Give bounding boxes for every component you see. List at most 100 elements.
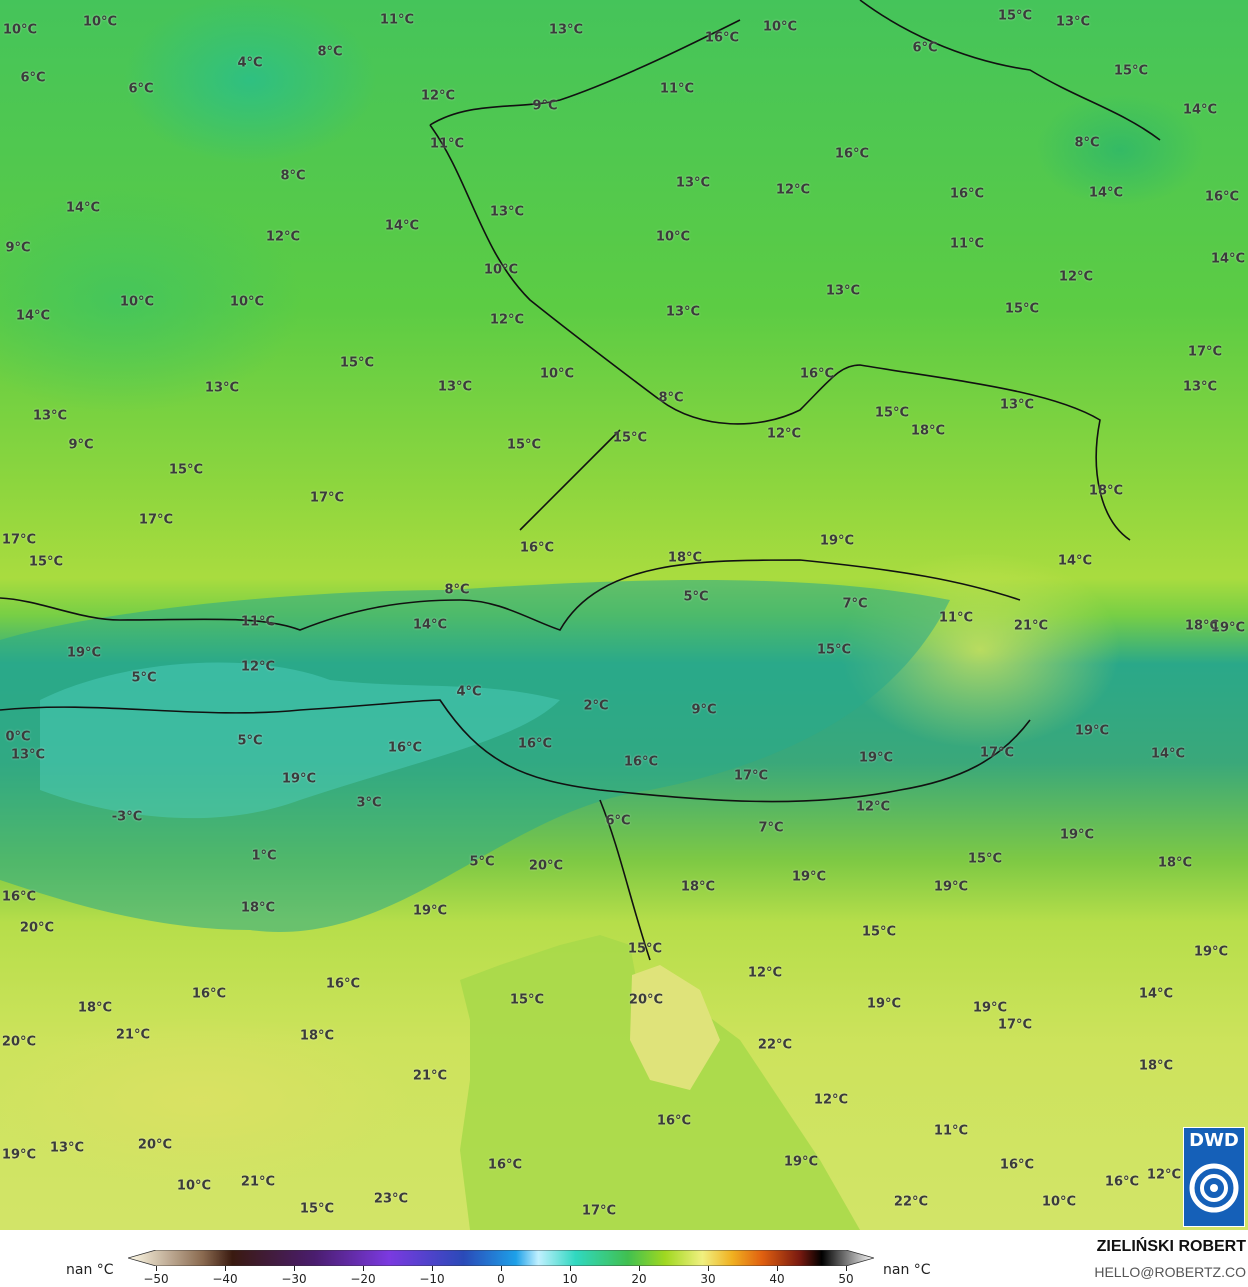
temperature-label: 16°C <box>1204 189 1240 205</box>
colorbar-tick-label: −50 <box>143 1272 169 1286</box>
colorbar-left-label: nan °C <box>66 1262 114 1278</box>
temperature-label: 21°C <box>412 1068 448 1084</box>
temperature-label: 13°C <box>32 408 68 424</box>
colorbar-tick-mark <box>294 1266 295 1271</box>
colorbar-tick-label: −40 <box>212 1272 238 1286</box>
temperature-label: 10°C <box>176 1178 212 1194</box>
temperature-label: 19°C <box>281 771 317 787</box>
temperature-label: 8°C <box>1074 135 1100 151</box>
temperature-label: 16°C <box>387 740 423 756</box>
temperature-label: 18°C <box>680 879 716 895</box>
temperature-label: 19°C <box>1 1147 37 1163</box>
temperature-label: 13°C <box>489 204 525 220</box>
temperature-label: 14°C <box>1088 185 1124 201</box>
temperature-label: 10°C <box>2 22 38 38</box>
colorbar-tick-mark <box>846 1266 847 1271</box>
colorbar-right-label: nan °C <box>883 1262 931 1278</box>
colorbar-tick-label: 30 <box>700 1272 716 1286</box>
temperature-label: 17°C <box>979 745 1015 761</box>
temperature-label: 12°C <box>775 182 811 198</box>
swirl-icon <box>1189 1163 1239 1213</box>
temperature-label: 7°C <box>842 596 868 612</box>
temperature-label: 19°C <box>791 869 827 885</box>
temperature-label: 16°C <box>1104 1174 1140 1190</box>
temperature-label: 6°C <box>912 40 938 56</box>
temperature-label: 19°C <box>1193 944 1229 960</box>
temperature-label: 3°C <box>356 795 382 811</box>
colorbar-tick-label: 40 <box>769 1272 785 1286</box>
temperature-label: 20°C <box>528 858 564 874</box>
temperature-label: 15°C <box>299 1201 335 1217</box>
istria-peninsula <box>630 965 720 1090</box>
temperature-label: 10°C <box>655 229 691 245</box>
temperature-label: 18°C <box>1138 1058 1174 1074</box>
temperature-label: 9°C <box>532 98 558 114</box>
temperature-label: 5°C <box>237 733 263 749</box>
temperature-label: 18°C <box>910 423 946 439</box>
temperature-label: 12°C <box>747 965 783 981</box>
colorbar-tick-label: −20 <box>350 1272 376 1286</box>
temperature-label: 16°C <box>517 736 553 752</box>
colorbar-tick-mark <box>501 1266 502 1271</box>
temperature-label: 10°C <box>762 19 798 35</box>
temperature-label: 23°C <box>373 1191 409 1207</box>
temperature-label: 19°C <box>858 750 894 766</box>
temperature-label: 22°C <box>893 1194 929 1210</box>
colorbar-tick-label: 10 <box>562 1272 578 1286</box>
temperature-label: 15°C <box>874 405 910 421</box>
temperature-label: 19°C <box>972 1000 1008 1016</box>
temperature-label: 15°C <box>612 430 648 446</box>
temperature-label: 6°C <box>128 81 154 97</box>
temperature-label: 22°C <box>757 1037 793 1053</box>
alps-peaks <box>40 662 560 819</box>
temperature-label: 11°C <box>933 1123 969 1139</box>
temperature-label: 19°C <box>412 903 448 919</box>
temperature-label: 21°C <box>115 1027 151 1043</box>
temperature-label: 8°C <box>317 44 343 60</box>
temperature-label: 1°C <box>251 848 277 864</box>
temperature-label: 14°C <box>384 218 420 234</box>
temperature-label: 13°C <box>49 1140 85 1156</box>
temperature-label: 13°C <box>825 283 861 299</box>
colorbar-tick-mark <box>708 1266 709 1271</box>
temperature-label: 15°C <box>28 554 64 570</box>
colorbar-tick-label: −30 <box>281 1272 307 1286</box>
temperature-label: 12°C <box>813 1092 849 1108</box>
temperature-label: 10°C <box>119 294 155 310</box>
temperature-label: 0°C <box>5 729 31 745</box>
temperature-label: 18°C <box>299 1028 335 1044</box>
temperature-label: 15°C <box>627 941 663 957</box>
temperature-label: 15°C <box>997 8 1033 24</box>
temperature-label: 8°C <box>444 582 470 598</box>
temperature-label: 17°C <box>309 490 345 506</box>
temperature-label: 10°C <box>82 14 118 30</box>
temperature-label: 14°C <box>1150 746 1186 762</box>
temperature-label: 19°C <box>933 879 969 895</box>
temperature-label: 14°C <box>1057 553 1093 569</box>
colorbar-tick-mark <box>225 1266 226 1271</box>
colorbar-tick-mark <box>777 1266 778 1271</box>
temperature-label: 14°C <box>1210 251 1246 267</box>
temperature-label: 11°C <box>938 610 974 626</box>
temperature-label: 17°C <box>1 532 37 548</box>
temperature-label: 19°C <box>866 996 902 1012</box>
temperature-label: 12°C <box>265 229 301 245</box>
temperature-label: 18°C <box>1088 483 1124 499</box>
colorbar-tick-mark <box>156 1266 157 1271</box>
temperature-label: 19°C <box>1074 723 1110 739</box>
temperature-label: 11°C <box>949 236 985 252</box>
temperature-label: 16°C <box>487 1157 523 1173</box>
temperature-label: 15°C <box>967 851 1003 867</box>
temperature-label: 16°C <box>656 1113 692 1129</box>
author-email: HELLO@ROBERTZ.CO <box>1094 1264 1246 1280</box>
temperature-label: 17°C <box>581 1203 617 1219</box>
temperature-label: 12°C <box>855 799 891 815</box>
temperature-label: 6°C <box>605 813 631 829</box>
temperature-label: 15°C <box>506 437 542 453</box>
dwd-logo: DWD <box>1183 1127 1245 1227</box>
temperature-map: 10°C 10°C 11°C 13°C 16°C 10°C 15°C 13°C 6°C 15°C 1… <box>0 0 1248 1230</box>
legend-footer: nan °C −50 <box>0 1230 1248 1287</box>
alps-band <box>0 580 950 932</box>
temperature-label: 12°C <box>1058 269 1094 285</box>
temperature-label: 21°C <box>1013 618 1049 634</box>
